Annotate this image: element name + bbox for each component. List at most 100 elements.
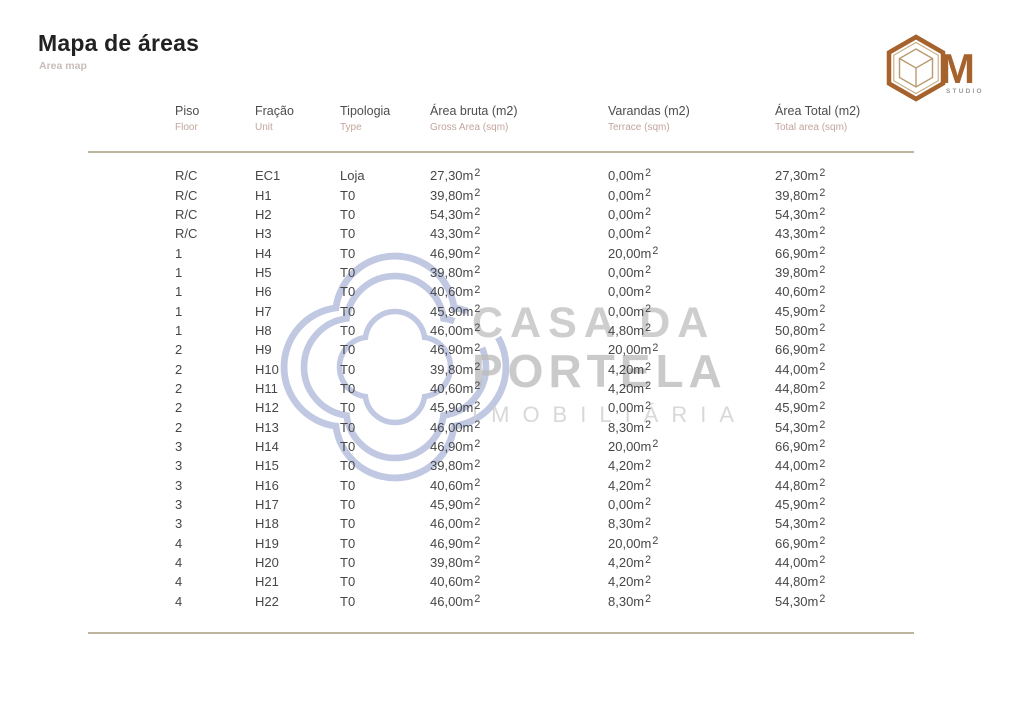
cell-fracao: H9 bbox=[255, 342, 272, 358]
cell-varandas: 8,30m2 bbox=[608, 515, 652, 532]
cell-area_total: 44,80m2 bbox=[775, 476, 826, 493]
cell-tipologia: T0 bbox=[340, 497, 356, 513]
cell-area_bruta: 45,90m2 bbox=[430, 496, 481, 513]
cell-varandas: 4,20m2 bbox=[608, 360, 652, 377]
table-row: 1 H5 T0 39,80m2 0,00m2 39,80m2 bbox=[175, 263, 915, 282]
cell-tipologia: T0 bbox=[340, 380, 356, 396]
cell-area_bruta: 40,60m2 bbox=[430, 283, 481, 300]
column-header-fracao: Fração Unit bbox=[255, 104, 294, 133]
cell-area_bruta: 46,00m2 bbox=[430, 418, 481, 435]
cell-area_bruta: 46,00m2 bbox=[430, 515, 481, 532]
cell-fracao: H15 bbox=[255, 458, 279, 474]
table-row: R/C EC1 Loja 27,30m2 0,00m2 27,30m2 bbox=[175, 166, 915, 185]
cell-varandas: 4,20m2 bbox=[608, 476, 652, 493]
cell-tipologia: T0 bbox=[340, 322, 356, 338]
table-row: 3 H17 T0 45,90m2 0,00m2 45,90m2 bbox=[175, 495, 915, 514]
cell-varandas: 0,00m2 bbox=[608, 225, 652, 242]
cell-area_bruta: 39,80m2 bbox=[430, 360, 481, 377]
table-row: 1 H6 T0 40,60m2 0,00m2 40,60m2 bbox=[175, 282, 915, 301]
cell-tipologia: T0 bbox=[340, 593, 356, 609]
cell-piso: 2 bbox=[175, 419, 183, 435]
cell-fracao: H19 bbox=[255, 535, 279, 551]
cell-piso: 2 bbox=[175, 400, 183, 416]
table-row: 3 H18 T0 46,00m2 8,30m2 54,30m2 bbox=[175, 514, 915, 533]
cell-piso: 1 bbox=[175, 284, 183, 300]
cell-tipologia: T0 bbox=[340, 535, 356, 551]
cell-area_total: 45,90m2 bbox=[775, 399, 826, 416]
cell-fracao: H16 bbox=[255, 477, 279, 493]
column-header-area_total: Área Total (m2) Total area (sqm) bbox=[775, 104, 861, 133]
table-row: 1 H8 T0 46,00m2 4,80m2 50,80m2 bbox=[175, 321, 915, 340]
cell-piso: 2 bbox=[175, 380, 183, 396]
cell-tipologia: T0 bbox=[340, 458, 356, 474]
cell-area_total: 66,90m2 bbox=[775, 534, 826, 551]
cell-area_total: 50,80m2 bbox=[775, 322, 826, 338]
cell-area_total: 66,90m2 bbox=[775, 341, 826, 358]
cell-fracao: H13 bbox=[255, 419, 279, 435]
cell-piso: R/C bbox=[175, 187, 198, 203]
cell-varandas: 4,20m2 bbox=[608, 554, 652, 571]
table-row: 4 H20 T0 39,80m2 4,20m2 44,00m2 bbox=[175, 553, 915, 572]
cell-fracao: H4 bbox=[255, 245, 272, 261]
brand-monogram: M bbox=[940, 45, 975, 92]
cell-fracao: H12 bbox=[255, 400, 279, 416]
cell-piso: R/C bbox=[175, 206, 198, 222]
cube-hexagon-icon bbox=[886, 34, 946, 102]
cell-area_bruta: 46,90m2 bbox=[430, 341, 481, 358]
cell-area_bruta: 46,00m2 bbox=[430, 322, 481, 338]
cell-piso: R/C bbox=[175, 226, 198, 242]
cell-area_total: 44,80m2 bbox=[775, 380, 826, 396]
cell-fracao: H3 bbox=[255, 226, 272, 242]
cell-piso: 1 bbox=[175, 303, 183, 319]
cell-varandas: 4,20m2 bbox=[608, 380, 652, 396]
cell-area_total: 54,30m2 bbox=[775, 206, 826, 222]
cell-area_total: 54,30m2 bbox=[775, 418, 826, 435]
cell-varandas: 0,00m2 bbox=[608, 264, 652, 280]
cell-fracao: H22 bbox=[255, 593, 279, 609]
cell-fracao: H18 bbox=[255, 516, 279, 532]
cell-tipologia: T0 bbox=[340, 226, 356, 242]
cell-area_total: 43,30m2 bbox=[775, 225, 826, 242]
cell-tipologia: T0 bbox=[340, 206, 356, 222]
cell-tipologia: T0 bbox=[340, 400, 356, 416]
cell-area_total: 54,30m2 bbox=[775, 515, 826, 532]
cell-area_bruta: 45,90m2 bbox=[430, 399, 481, 416]
cell-varandas: 20,00m2 bbox=[608, 244, 659, 261]
cell-tipologia: T0 bbox=[340, 419, 356, 435]
table-row: 3 H16 T0 40,60m2 4,20m2 44,80m2 bbox=[175, 476, 915, 495]
cell-tipologia: T0 bbox=[340, 303, 356, 319]
cell-fracao: H14 bbox=[255, 438, 279, 454]
cell-varandas: 0,00m2 bbox=[608, 167, 652, 184]
cell-fracao: H5 bbox=[255, 264, 272, 280]
column-header-area_bruta: Área bruta (m2) Gross Area (sqm) bbox=[430, 104, 518, 133]
cell-tipologia: T0 bbox=[340, 574, 356, 590]
cell-area_bruta: 40,60m2 bbox=[430, 476, 481, 493]
cell-area_total: 39,80m2 bbox=[775, 186, 826, 203]
cell-piso: 2 bbox=[175, 361, 183, 377]
cell-tipologia: T0 bbox=[340, 438, 356, 454]
cell-piso: 4 bbox=[175, 535, 183, 551]
m-studio-logo: M STUDIO bbox=[880, 32, 995, 104]
cell-piso: 3 bbox=[175, 458, 183, 474]
table-header-row: Piso Floor Fração Unit Tipologia Type Área bru… bbox=[175, 104, 915, 133]
cell-varandas: 0,00m2 bbox=[608, 206, 652, 222]
cell-tipologia: T0 bbox=[340, 555, 356, 571]
cell-piso: 3 bbox=[175, 497, 183, 513]
cell-area_total: 44,00m2 bbox=[775, 554, 826, 571]
table-row: 2 H13 T0 46,00m2 8,30m2 54,30m2 bbox=[175, 417, 915, 436]
cell-tipologia: T0 bbox=[340, 342, 356, 358]
cell-area_total: 27,30m2 bbox=[775, 167, 826, 184]
cell-area_total: 45,90m2 bbox=[775, 496, 826, 513]
cell-area_bruta: 46,90m2 bbox=[430, 438, 481, 454]
cell-tipologia: T0 bbox=[340, 245, 356, 261]
cell-area_bruta: 27,30m2 bbox=[430, 167, 481, 184]
cell-tipologia: T0 bbox=[340, 264, 356, 280]
table-row: R/C H3 T0 43,30m2 0,00m2 43,30m2 bbox=[175, 224, 915, 243]
table-row: 2 H11 T0 40,60m2 4,20m2 44,80m2 bbox=[175, 379, 915, 398]
cell-fracao: H1 bbox=[255, 187, 272, 203]
table-row: 4 H21 T0 40,60m2 4,20m2 44,80m2 bbox=[175, 572, 915, 591]
table-row: 4 H19 T0 46,90m2 20,00m2 66,90m2 bbox=[175, 534, 915, 553]
cell-piso: 3 bbox=[175, 477, 183, 493]
cell-fracao: H2 bbox=[255, 206, 272, 222]
